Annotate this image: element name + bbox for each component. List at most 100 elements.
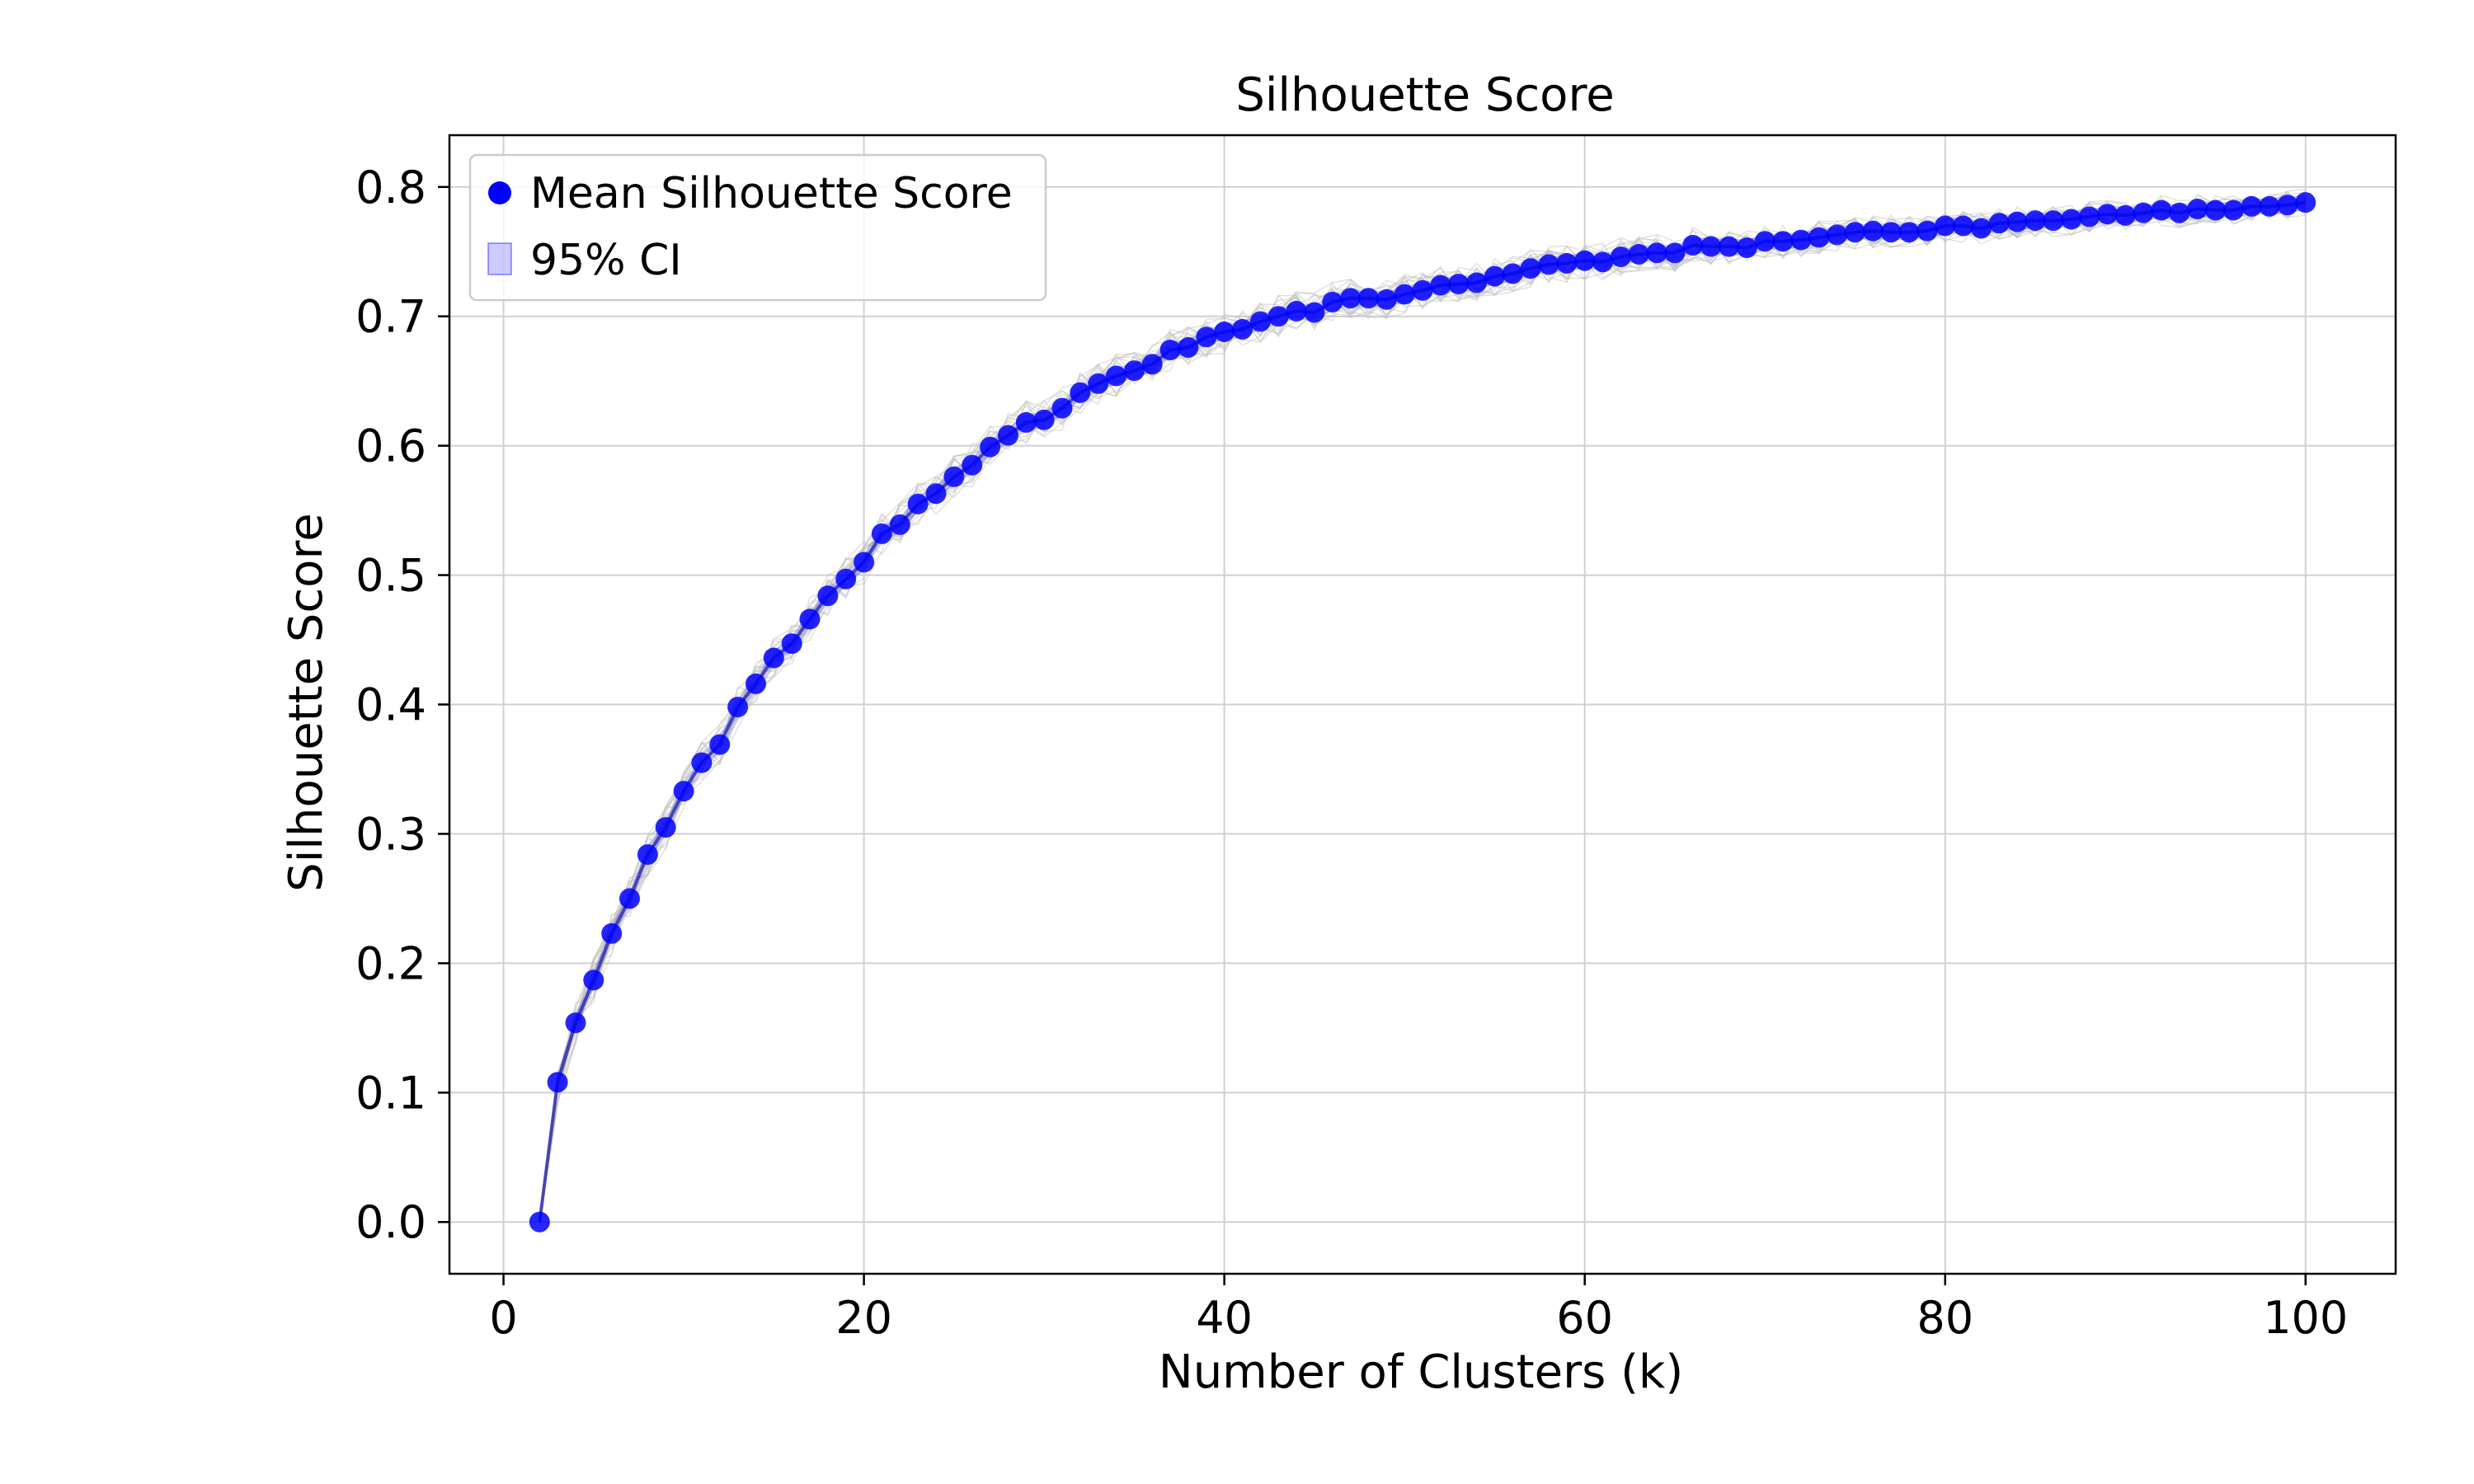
mean-point (889, 514, 910, 535)
y-tick-label: 0.7 (355, 291, 426, 343)
mean-point (1141, 354, 1163, 375)
mean-point (1484, 265, 1505, 287)
mean-point (583, 970, 604, 991)
mean-point (2006, 211, 2028, 232)
mean-point (2222, 200, 2244, 221)
legend-label-ci: 95% CI (530, 236, 682, 285)
y-tick-label: 0.2 (355, 937, 426, 989)
mean-point (655, 817, 676, 838)
mean-point (709, 734, 731, 755)
bootstrap-run-line (539, 188, 2306, 1223)
mean-point (1088, 373, 1109, 394)
legend-marker-patch (487, 242, 512, 275)
mean-point (1304, 302, 1325, 323)
mean-point (1844, 222, 1865, 243)
mean-point (2043, 210, 2064, 232)
bootstrap-run-line (539, 190, 2307, 1223)
legend: Mean Silhouette Score 95% CI (468, 153, 1047, 302)
mean-point (1772, 231, 1794, 252)
x-tick-label: 40 (1196, 1292, 1253, 1344)
mean-point (2061, 209, 2082, 230)
mean-point (1898, 222, 1920, 243)
y-axis-title: Silhouette Score (280, 513, 333, 891)
mean-point (619, 888, 640, 909)
mean-point (799, 608, 821, 630)
mean-point (2295, 192, 2316, 214)
mean-point (1249, 311, 1271, 332)
mean-point (1214, 322, 1235, 342)
legend-box (468, 153, 1047, 302)
mean-point (637, 844, 658, 865)
mean-point (1070, 382, 1091, 403)
y-tick-label: 0.3 (355, 808, 426, 860)
legend-marker-circle (488, 181, 511, 204)
y-axis-ticks: 0.0 0.1 0.2 0.3 0.4 0.5 0.6 0.7 0.8 (355, 162, 449, 1248)
mean-point (1412, 279, 1433, 301)
mean-point (1719, 236, 1739, 257)
mean-point (781, 633, 802, 655)
mean-point (2205, 200, 2226, 221)
y-tick-label: 0.8 (355, 162, 426, 214)
mean-point (980, 436, 1001, 458)
mean-point (1340, 288, 1362, 309)
mean-point (2114, 204, 2136, 226)
mean-point (691, 752, 713, 773)
mean-point (1268, 306, 1289, 327)
y-tick-label: 0.6 (355, 420, 426, 472)
y-tick-label: 0.4 (355, 679, 426, 731)
mean-point (1664, 242, 1686, 264)
mean-point (1646, 242, 1667, 264)
mean-point (1754, 231, 1776, 252)
mean-point (2241, 195, 2262, 217)
mean-point (1628, 243, 1649, 265)
mean-point (1736, 237, 1757, 258)
x-tick-label: 80 (1917, 1292, 1973, 1344)
mean-point (673, 781, 694, 802)
mean-point (1466, 272, 1488, 294)
mean-point (1592, 251, 1613, 273)
mean-point (1970, 218, 1992, 239)
bootstrap-run-line (539, 194, 2306, 1223)
mean-point (871, 523, 892, 544)
mean-point (1556, 252, 1578, 274)
mean-point (1357, 288, 1379, 309)
mean-point (2169, 202, 2190, 223)
mean-point (601, 923, 623, 944)
mean-point (2277, 195, 2298, 216)
mean-point (2025, 210, 2046, 232)
mean-point (1159, 340, 1181, 360)
mean-point (1106, 365, 1126, 387)
x-axis-title: Number of Clusters (k) (1159, 1345, 1683, 1399)
mean-point (1827, 224, 1848, 246)
mean-point (763, 647, 784, 669)
mean-point (1682, 234, 1704, 256)
mean-point (1988, 213, 2010, 234)
mean-point (745, 673, 766, 694)
mean-point (1610, 247, 1631, 267)
mean-point (2079, 206, 2100, 228)
chart-title: Silhouette Score (1235, 68, 1614, 122)
mean-point (1178, 336, 1199, 358)
mean-point (962, 454, 983, 476)
y-tick-label: 0.1 (355, 1067, 426, 1119)
mean-point (1880, 222, 1902, 243)
legend-label-mean: Mean Silhouette Score (530, 169, 1013, 218)
mean-point (2151, 200, 2172, 221)
mean-point (1790, 229, 1812, 251)
mean-point (854, 552, 875, 573)
mean-point (1502, 263, 1523, 284)
mean-point (1196, 326, 1217, 348)
y-tick-label: 0.0 (355, 1196, 426, 1248)
mean-point (925, 483, 947, 505)
bootstrap-run-line (539, 190, 2307, 1223)
mean-point (1286, 300, 1307, 322)
mean-point (2133, 202, 2154, 223)
mean-point (1935, 215, 1956, 237)
mean-point (1376, 289, 1397, 310)
mean-point (1033, 409, 1055, 430)
mean-point (1808, 227, 1830, 248)
mean-point (547, 1072, 568, 1093)
x-tick-label: 100 (2263, 1292, 2348, 1344)
